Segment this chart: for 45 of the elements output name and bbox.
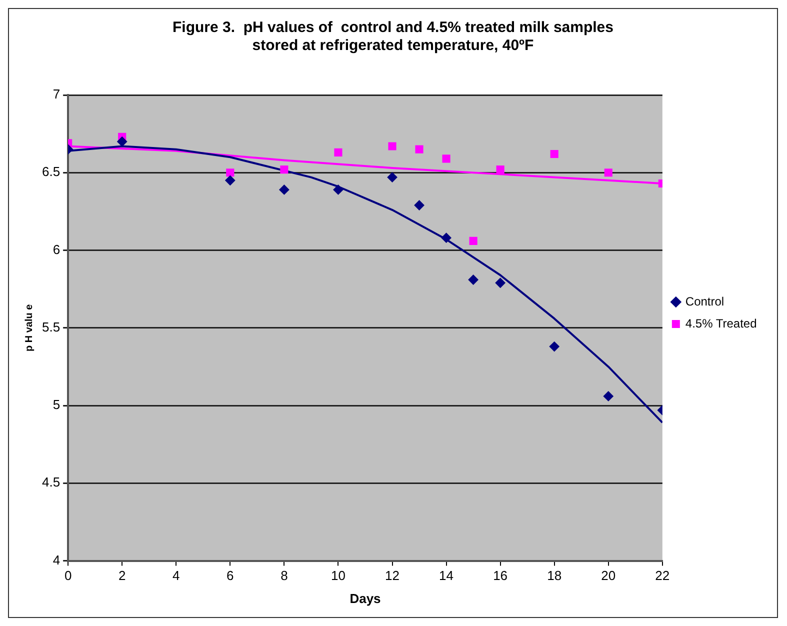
x-tick-label: 22 <box>655 568 670 584</box>
x-tick-label: 2 <box>118 568 126 584</box>
point <box>280 165 288 174</box>
point <box>415 145 424 154</box>
point <box>117 136 128 147</box>
point <box>496 165 504 174</box>
y-tick-label: 5.5 <box>42 319 60 334</box>
point <box>441 232 452 243</box>
x-tick-label: 8 <box>280 568 288 584</box>
x-tick-label: 20 <box>601 568 616 584</box>
x-axis-title: Days <box>350 590 381 606</box>
x-tick-label: 4 <box>172 568 180 584</box>
y-tick-label: 5 <box>52 397 60 412</box>
y-axis-title: p H valu e <box>24 304 35 352</box>
point <box>549 342 560 352</box>
point <box>279 184 290 195</box>
point <box>469 236 478 245</box>
point <box>604 168 612 177</box>
point <box>550 150 558 158</box>
legend-label: Control <box>685 294 724 308</box>
y-tick-label: 6 <box>52 242 60 257</box>
point <box>603 391 614 402</box>
x-tick-label: 10 <box>330 568 346 584</box>
y-tick-label: 6.5 <box>42 164 60 180</box>
x-tick-label: 12 <box>385 568 400 584</box>
x-tick-label: 16 <box>493 568 508 584</box>
x-tick-label: 6 <box>226 568 234 584</box>
x-tick-label: 0 <box>64 568 72 584</box>
point <box>442 154 450 163</box>
x-tick-label: 18 <box>547 568 562 584</box>
y-tick-label: 7 <box>52 86 60 102</box>
point <box>334 148 342 156</box>
point <box>226 168 234 177</box>
y-tick-label: 4.5 <box>42 474 60 490</box>
chart-title: Figure 3. pH values of control and 4.5% treated milk samples stored at refrigerated temperature, 40ºF <box>172 19 614 54</box>
point <box>414 200 424 210</box>
point <box>387 172 398 182</box>
point <box>468 274 478 285</box>
point <box>333 184 344 195</box>
point <box>388 142 396 150</box>
legend-label: 4.5% Treated <box>685 316 757 330</box>
x-tick-label: 14 <box>439 568 454 584</box>
point <box>495 278 506 288</box>
point <box>225 175 236 186</box>
y-tick-label: 4 <box>52 552 60 568</box>
